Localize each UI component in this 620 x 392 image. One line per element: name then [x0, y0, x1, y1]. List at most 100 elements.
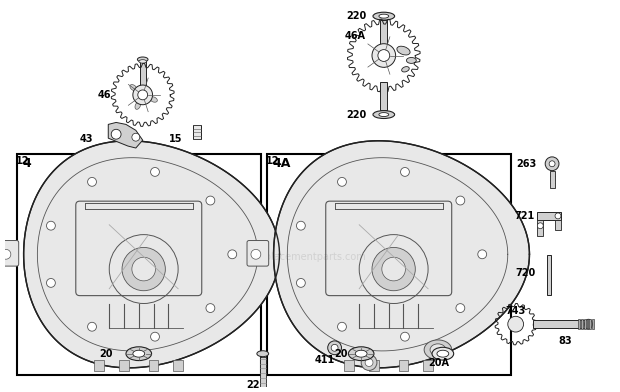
- FancyBboxPatch shape: [538, 212, 561, 220]
- Polygon shape: [24, 141, 280, 368]
- Ellipse shape: [373, 12, 395, 20]
- Ellipse shape: [432, 347, 454, 360]
- FancyBboxPatch shape: [587, 319, 588, 329]
- Circle shape: [138, 90, 148, 100]
- Ellipse shape: [139, 60, 146, 63]
- Circle shape: [401, 167, 409, 176]
- FancyBboxPatch shape: [260, 357, 266, 392]
- FancyBboxPatch shape: [549, 171, 554, 189]
- FancyBboxPatch shape: [149, 359, 159, 371]
- Ellipse shape: [379, 14, 389, 18]
- Text: 83: 83: [558, 336, 572, 346]
- FancyBboxPatch shape: [399, 359, 409, 371]
- Text: 20A: 20A: [428, 358, 449, 368]
- Circle shape: [132, 133, 140, 141]
- Circle shape: [401, 332, 409, 341]
- Text: 20: 20: [99, 349, 113, 359]
- Text: 20: 20: [335, 349, 348, 359]
- Ellipse shape: [257, 351, 268, 357]
- Ellipse shape: [379, 113, 389, 116]
- Text: 12: 12: [16, 156, 29, 166]
- FancyBboxPatch shape: [173, 359, 183, 371]
- Text: 46A: 46A: [345, 31, 366, 41]
- Ellipse shape: [437, 350, 449, 357]
- Circle shape: [456, 196, 465, 205]
- FancyBboxPatch shape: [369, 359, 379, 371]
- FancyBboxPatch shape: [583, 319, 585, 329]
- Ellipse shape: [150, 97, 157, 102]
- Ellipse shape: [355, 350, 367, 357]
- Circle shape: [555, 213, 561, 219]
- FancyBboxPatch shape: [580, 319, 583, 329]
- Ellipse shape: [402, 67, 409, 72]
- Ellipse shape: [430, 344, 446, 356]
- Circle shape: [337, 178, 347, 186]
- Circle shape: [545, 157, 559, 171]
- Text: replacementparts.com: replacementparts.com: [255, 252, 365, 262]
- Ellipse shape: [424, 340, 452, 359]
- Text: 43: 43: [80, 134, 94, 144]
- Polygon shape: [108, 122, 143, 148]
- Text: 743: 743: [505, 306, 526, 316]
- Circle shape: [87, 178, 97, 186]
- Circle shape: [456, 304, 465, 312]
- Ellipse shape: [138, 57, 148, 62]
- Ellipse shape: [135, 102, 141, 109]
- Text: 720: 720: [515, 268, 535, 278]
- Circle shape: [538, 223, 543, 229]
- FancyBboxPatch shape: [578, 319, 580, 329]
- FancyBboxPatch shape: [538, 220, 543, 236]
- Circle shape: [478, 250, 487, 259]
- Ellipse shape: [126, 347, 151, 361]
- Circle shape: [508, 316, 523, 332]
- Circle shape: [122, 247, 166, 291]
- FancyBboxPatch shape: [267, 154, 511, 376]
- Circle shape: [132, 257, 156, 281]
- Circle shape: [328, 341, 342, 355]
- Text: 12: 12: [266, 156, 279, 166]
- Ellipse shape: [133, 350, 144, 357]
- Circle shape: [365, 359, 373, 367]
- Text: 22: 22: [246, 380, 260, 390]
- Text: 46: 46: [98, 90, 111, 100]
- Circle shape: [372, 44, 396, 67]
- FancyBboxPatch shape: [533, 320, 588, 328]
- Polygon shape: [273, 141, 529, 368]
- Text: 721: 721: [514, 211, 534, 221]
- Circle shape: [46, 221, 55, 230]
- Circle shape: [206, 196, 215, 205]
- Circle shape: [1, 249, 11, 259]
- Text: 4A: 4A: [273, 157, 291, 170]
- FancyBboxPatch shape: [345, 359, 354, 371]
- Circle shape: [46, 278, 55, 287]
- Circle shape: [337, 322, 347, 331]
- FancyBboxPatch shape: [423, 359, 433, 371]
- Ellipse shape: [585, 319, 593, 329]
- Text: 411: 411: [315, 355, 335, 365]
- Circle shape: [87, 322, 97, 331]
- FancyBboxPatch shape: [547, 255, 551, 295]
- Ellipse shape: [348, 347, 374, 361]
- FancyBboxPatch shape: [94, 359, 104, 371]
- FancyBboxPatch shape: [593, 319, 595, 329]
- Ellipse shape: [407, 58, 416, 64]
- Circle shape: [133, 85, 153, 105]
- Text: 220: 220: [346, 109, 366, 120]
- FancyBboxPatch shape: [380, 82, 388, 110]
- Circle shape: [151, 167, 159, 176]
- Circle shape: [372, 247, 415, 291]
- Circle shape: [361, 355, 377, 370]
- Circle shape: [378, 50, 390, 62]
- Circle shape: [331, 344, 338, 351]
- FancyBboxPatch shape: [0, 241, 19, 266]
- FancyBboxPatch shape: [555, 220, 561, 230]
- Circle shape: [296, 278, 305, 287]
- Text: 4: 4: [23, 157, 32, 170]
- Circle shape: [382, 257, 405, 281]
- Circle shape: [296, 221, 305, 230]
- FancyBboxPatch shape: [119, 359, 129, 371]
- FancyBboxPatch shape: [140, 60, 146, 87]
- Text: 263: 263: [516, 159, 536, 169]
- FancyBboxPatch shape: [380, 20, 388, 50]
- Ellipse shape: [130, 85, 137, 91]
